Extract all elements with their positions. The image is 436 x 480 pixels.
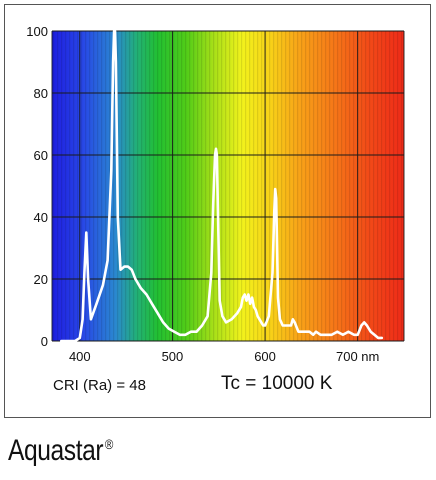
y-tick-label: 100 [26, 24, 48, 39]
brand-logo: Aquastar ® [8, 434, 113, 468]
x-tick-label: 700 nm [336, 349, 379, 364]
registered-mark: ® [104, 436, 113, 452]
brand-name: Aquastar [8, 434, 104, 467]
chart-frame: 0 20 40 60 80 100 400 500 600 700 nm CRI (Ra) = 4… [4, 4, 431, 418]
y-tick-label: 40 [34, 210, 48, 225]
y-tick-label: 20 [34, 272, 48, 287]
color-temperature-annotation: Tc = 10000 K [221, 373, 333, 394]
y-tick-label: 80 [34, 86, 48, 101]
cri-annotation: CRI (Ra) = 48 [53, 377, 146, 394]
x-tick-label: 400 [69, 349, 91, 364]
spectrum-chart: 0 20 40 60 80 100 400 500 600 700 nm [26, 24, 405, 364]
x-tick-label: 500 [162, 349, 184, 364]
x-tick-label: 600 [254, 349, 276, 364]
y-tick-label: 0 [41, 334, 48, 349]
plot-texture [52, 31, 404, 341]
spectrum-line [60, 29, 384, 343]
y-tick-label: 60 [34, 148, 48, 163]
tick-labels: 0 20 40 60 80 100 400 500 600 700 nm [26, 24, 379, 364]
